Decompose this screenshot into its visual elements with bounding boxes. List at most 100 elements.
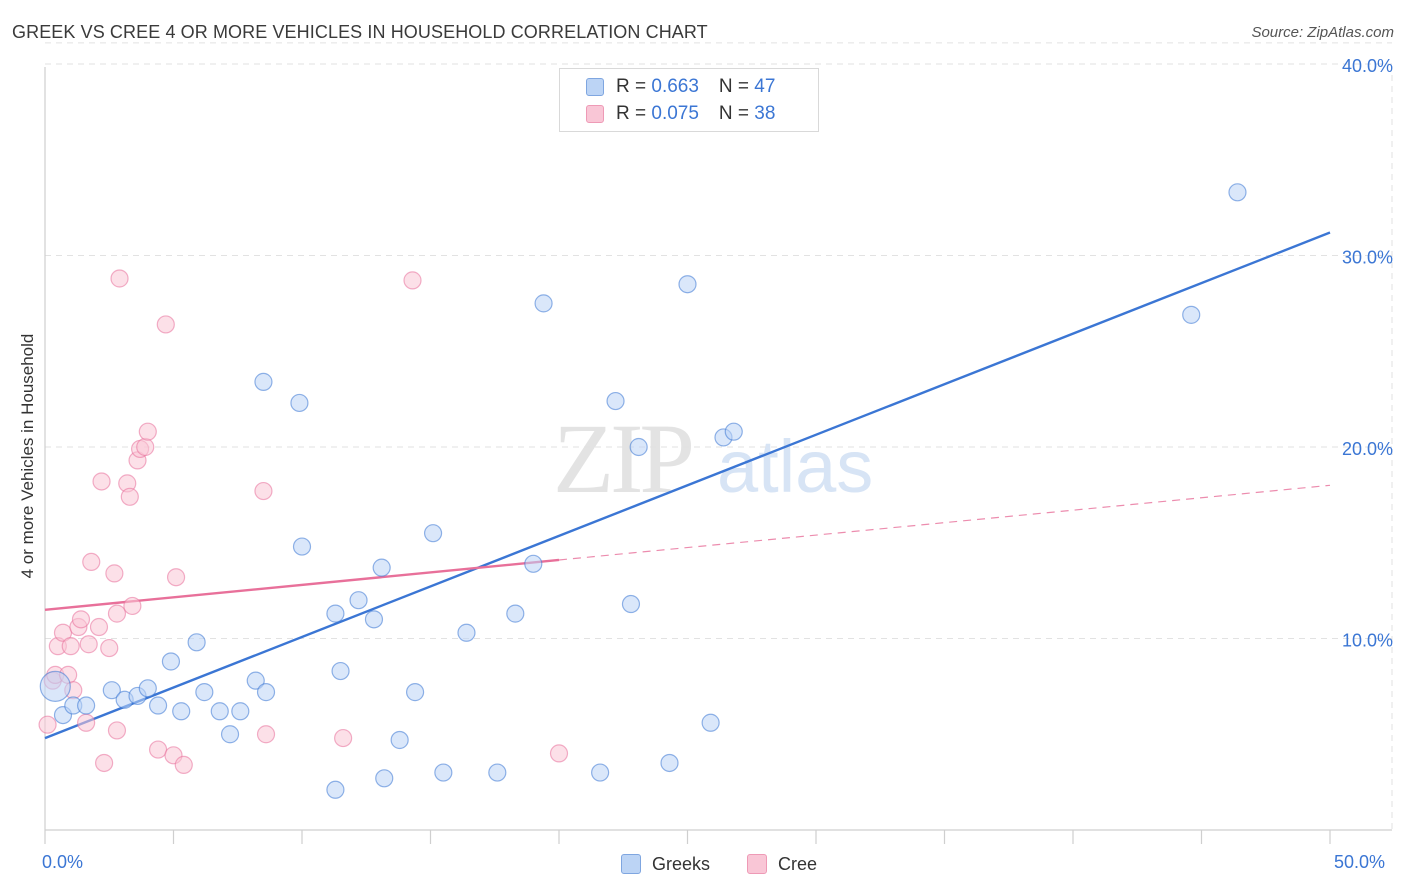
greeks-point [434, 763, 453, 782]
greeks-point [148, 696, 168, 715]
gridlines [45, 42, 1393, 830]
greeks-point [678, 275, 697, 294]
cree-point [38, 715, 57, 734]
cree-point [174, 755, 193, 774]
cree-point [107, 721, 127, 740]
greeks-point [138, 679, 157, 698]
cree-point [89, 617, 109, 637]
y-axis-label: 4 or more Vehicles in Household [18, 333, 37, 579]
cree-point [110, 269, 129, 288]
greeks-point [102, 681, 121, 700]
cree-point [107, 604, 127, 623]
greeks-point [629, 437, 648, 457]
greeks-point [246, 671, 265, 690]
greeks-point [701, 713, 720, 732]
cree-point [82, 552, 101, 572]
watermark-zip: ZIP [553, 403, 691, 514]
cree-point [148, 740, 168, 759]
y-tick-label: 30.0% [1342, 248, 1393, 268]
greeks-point [290, 393, 309, 413]
greeks-point [506, 604, 525, 623]
cree-point [166, 568, 186, 587]
cree-point [138, 422, 157, 441]
x-tick-label-min: 0.0% [42, 852, 84, 872]
trend-lines [44, 231, 1331, 740]
y-tick-labels: 10.0% 20.0% 30.0% 40.0% [1342, 56, 1393, 651]
greeks-point [231, 702, 250, 721]
cree-point [120, 487, 139, 506]
cree-legend-swatch [747, 854, 767, 874]
greeks-point [256, 683, 276, 702]
legend-row-cree: R = 0.075 N = 38 [586, 101, 775, 127]
cree-point [79, 635, 98, 654]
greeks-trend-line [44, 231, 1331, 740]
axes [44, 67, 1392, 844]
greeks-point [1182, 305, 1201, 324]
cree-point [334, 728, 353, 748]
cree-points [38, 269, 569, 774]
greeks-point [187, 633, 206, 652]
cree-point [256, 725, 276, 744]
source-label: Source: ZipAtlas.com [1251, 24, 1394, 41]
cree-point [156, 315, 175, 334]
greeks-point [331, 661, 350, 681]
cree-point [136, 437, 155, 457]
cree-point [403, 271, 422, 290]
watermark-atlas: atlas [717, 425, 873, 508]
cree-swatch [586, 105, 604, 123]
y-tick-label: 10.0% [1342, 631, 1393, 651]
greeks-point [405, 683, 425, 702]
greeks-point [349, 591, 368, 610]
cree-trend-extension [558, 484, 1331, 561]
cree-n-value: 38 [754, 103, 776, 124]
chart-title: GREEK VS CREE 4 OR MORE VEHICLES IN HOUS… [12, 22, 708, 42]
greeks-point [606, 391, 625, 411]
greeks-point [457, 623, 476, 642]
x-tick-label-max: 50.0% [1334, 852, 1386, 872]
cree-point [123, 596, 142, 616]
greeks-point [660, 753, 679, 773]
greeks-point [524, 554, 543, 573]
greeks-point [621, 594, 641, 614]
greeks-point [364, 610, 384, 629]
cree-point [71, 610, 91, 629]
greeks-r-value: 0.663 [651, 76, 699, 97]
cree-legend-label: Cree [778, 853, 818, 874]
greeks-point [172, 702, 191, 721]
correlation-legend: R = 0.663 N = 47 R = 0.075 N = 38 [559, 68, 819, 132]
greeks-point [375, 769, 394, 788]
greeks-n-value: 47 [754, 76, 776, 97]
cree-point [61, 637, 80, 656]
cree-r-value: 0.075 [651, 103, 699, 124]
cree-point [254, 481, 273, 501]
greeks-point [488, 763, 507, 782]
greeks-point [1228, 183, 1247, 202]
greeks-point [724, 422, 743, 441]
greeks-point [534, 294, 553, 313]
greeks-point [326, 604, 345, 623]
cree-point [549, 744, 569, 763]
bottom-legend-greeks: Greeks [621, 852, 710, 876]
greeks-point [210, 702, 229, 721]
y-tick-label: 40.0% [1342, 56, 1393, 76]
greeks-swatch [586, 78, 604, 96]
cree-point [77, 713, 96, 732]
greeks-legend-swatch [621, 854, 641, 874]
cree-point [92, 472, 111, 491]
cree-point [105, 564, 124, 583]
cree-r-label: R = [616, 103, 652, 124]
greeks-point [372, 558, 391, 577]
cree-point [100, 638, 119, 658]
greeks-point [161, 652, 181, 671]
greeks-point [423, 524, 443, 543]
greeks-point [326, 780, 345, 799]
greeks-point [292, 537, 312, 556]
cree-point [95, 753, 114, 773]
watermark: ZIP atlas [553, 403, 873, 514]
greeks-point [254, 372, 273, 391]
greeks-points [39, 183, 1247, 799]
greeks-point [591, 763, 610, 782]
greeks-r-label: R = [616, 76, 652, 97]
greeks-point [390, 730, 409, 750]
